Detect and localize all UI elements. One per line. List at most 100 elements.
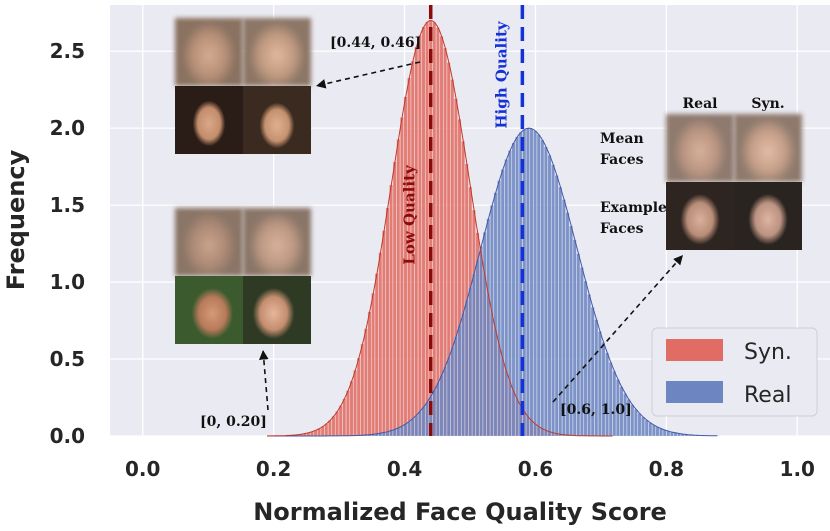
face-thumb-low-mean-real	[175, 208, 243, 276]
x-tick-label: 0.6	[518, 457, 553, 481]
syn-bar	[418, 35, 422, 437]
real-bar	[486, 218, 491, 437]
legend-swatch-real	[666, 381, 723, 403]
syn-bar	[371, 293, 375, 437]
syn-bar	[364, 328, 368, 437]
real-bar	[475, 259, 480, 437]
syn-bar	[324, 423, 329, 437]
real-bar	[644, 419, 649, 437]
syn-bar	[389, 184, 393, 437]
real-bar	[662, 429, 667, 437]
syn-bar	[331, 416, 336, 437]
real-bar	[540, 139, 545, 437]
high-quality-label: High Quality	[492, 20, 510, 129]
syn-bar	[353, 370, 357, 437]
real-bar	[436, 382, 440, 437]
legend-label-real: Real	[744, 383, 791, 408]
real-bar	[551, 164, 555, 437]
x-axis-label: Normalized Face Quality Score	[253, 498, 667, 526]
low-quality-label: Low Quality	[401, 164, 419, 265]
real-bar	[464, 300, 469, 437]
inset-mean-label-1: Mean	[600, 131, 644, 147]
real-bar	[529, 128, 534, 437]
real-bar	[446, 357, 451, 437]
syn-bar	[385, 207, 390, 437]
face-thumb-low-mean-syn	[243, 208, 311, 276]
real-bar	[432, 389, 437, 437]
real-bar	[605, 352, 609, 437]
syn-bar	[396, 139, 401, 437]
face-thumb-top-example-real	[175, 86, 243, 154]
real-bar	[634, 409, 638, 437]
real-bar	[637, 413, 642, 437]
real-bar	[461, 312, 465, 437]
face-thumb-right-mean-real	[666, 114, 734, 182]
legend-label-syn: Syn.	[744, 340, 792, 365]
syn-kde-curve	[267, 20, 613, 437]
annotation-low-range: [0, 0.20]	[200, 414, 267, 430]
real-bar	[500, 169, 505, 437]
face-thumb-right-example-real	[666, 182, 734, 250]
syn-bar	[421, 26, 426, 437]
syn-bar	[349, 380, 354, 437]
real-kde-curve	[267, 127, 718, 437]
x-tick-label: 0.8	[649, 457, 684, 481]
inset-example-label-2: Faces	[600, 221, 644, 237]
real-bar	[482, 232, 487, 437]
face-thumb-low-example-syn	[243, 276, 311, 344]
syn-bar	[400, 117, 404, 437]
real-bar	[443, 366, 447, 437]
syn-bar	[382, 230, 386, 437]
real-bar	[601, 342, 606, 437]
real-bar	[641, 416, 645, 437]
real-bar	[472, 273, 476, 437]
real-bar	[421, 406, 426, 437]
y-tick-label: 0.5	[50, 347, 85, 371]
real-bar	[544, 146, 548, 437]
real-bar	[558, 186, 563, 437]
real-bar	[407, 421, 411, 437]
annotation-top-range: [0.44, 0.46]	[330, 35, 421, 51]
y-tick-label: 2.0	[50, 116, 85, 140]
real-bar	[533, 130, 537, 437]
real-bar	[439, 374, 444, 437]
syn-bar	[328, 420, 332, 437]
legend-swatch-syn	[666, 339, 723, 361]
arrow-high	[552, 254, 684, 403]
syn-bar	[335, 411, 339, 437]
inset-col-syn: Syn.	[751, 96, 784, 112]
legend: Syn. Real	[651, 327, 818, 417]
real-bar	[497, 180, 501, 437]
real-bar	[652, 424, 656, 437]
x-tick-label: 0.2	[256, 457, 291, 481]
real-bar	[648, 422, 653, 437]
real-bar	[450, 347, 455, 437]
real-bar	[454, 336, 458, 437]
real-bar	[608, 362, 613, 437]
real-bar	[547, 155, 552, 437]
inset-col-real: Real	[683, 96, 718, 112]
syn-bar	[338, 405, 343, 437]
real-bar	[410, 418, 415, 437]
real-bar	[515, 136, 519, 437]
y-tick-label: 1.0	[50, 270, 85, 294]
y-tick-label: 2.5	[50, 39, 85, 63]
real-bar	[490, 205, 494, 437]
face-thumb-low-example-real	[175, 276, 243, 344]
syn-bar	[378, 252, 383, 437]
face-thumb-right-example-syn	[734, 182, 802, 250]
real-bar	[396, 427, 401, 437]
syn-bar	[342, 398, 347, 437]
real-bar	[526, 127, 530, 437]
real-bar	[562, 199, 566, 437]
inset-example-label-1: Example	[600, 200, 667, 216]
y-axis-label: Frequency	[2, 149, 30, 290]
face-thumb-top-mean-syn	[243, 18, 311, 86]
syn-bar	[374, 273, 379, 437]
x-tick-label: 1.0	[780, 457, 815, 481]
x-tick-label: 0.4	[387, 457, 422, 481]
real-bar	[536, 134, 541, 437]
real-bar	[414, 414, 419, 437]
real-bar	[468, 287, 473, 437]
face-thumb-right-mean-syn	[734, 114, 802, 182]
